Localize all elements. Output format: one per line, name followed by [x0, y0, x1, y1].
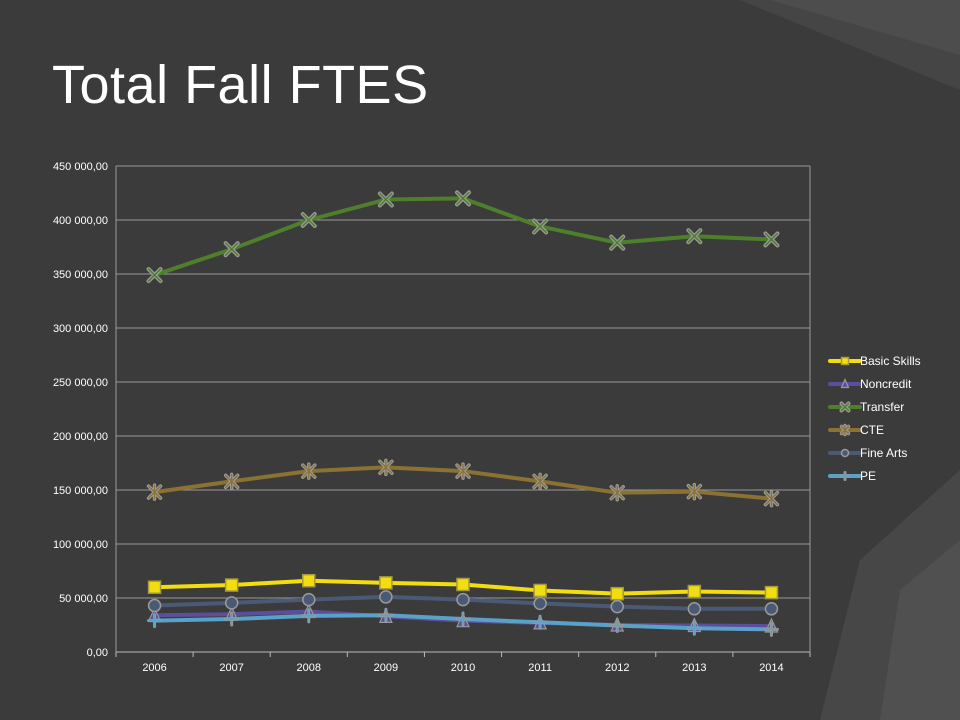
- data-point-marker-inner: [302, 609, 316, 623]
- data-point-marker: [764, 602, 779, 616]
- legend-item: Noncredit: [828, 377, 912, 391]
- series-fine-arts: [147, 590, 779, 616]
- data-point-marker-inner: [224, 242, 239, 256]
- data-point-marker: [147, 580, 162, 594]
- data-point-marker-inner: [687, 621, 701, 635]
- data-point-marker-inner: [687, 483, 701, 500]
- data-point-marker: [379, 590, 393, 604]
- data-point-marker-inner: [687, 229, 702, 243]
- data-point-marker-inner: [610, 235, 624, 250]
- data-point-marker: [302, 573, 316, 588]
- data-point-marker-inner: [225, 612, 239, 626]
- legend-label: Transfer: [860, 400, 904, 414]
- data-point-marker-inner: [379, 459, 393, 475]
- y-tick-label: 100 000,00: [53, 539, 108, 551]
- y-tick-label: 250 000,00: [53, 377, 108, 389]
- data-point-marker: [147, 598, 162, 613]
- data-point-marker: [224, 596, 239, 610]
- x-tick-label: 2009: [374, 662, 398, 674]
- legend-label: CTE: [860, 423, 884, 437]
- data-point-marker-inner: [533, 219, 547, 234]
- data-point-marker-inner: [533, 473, 547, 490]
- data-point-marker-inner: [840, 471, 850, 481]
- series-pe: [147, 607, 779, 637]
- data-point-marker-inner: [147, 268, 162, 282]
- data-point-marker-inner: [225, 473, 239, 490]
- x-tick-label: 2010: [451, 662, 475, 674]
- y-tick-label: 450 000,00: [53, 161, 108, 173]
- data-point-marker-inner: [764, 490, 779, 507]
- x-tick-label: 2014: [759, 662, 783, 674]
- data-point-marker: [840, 378, 850, 389]
- legend-label: Fine Arts: [860, 446, 907, 460]
- data-point-marker-inner: [302, 213, 316, 227]
- x-tick-label: 2011: [528, 662, 552, 674]
- data-point-marker: [379, 576, 393, 590]
- data-point-marker-inner: [764, 232, 779, 247]
- series-transfer: [146, 190, 780, 284]
- x-tick-label: 2006: [142, 662, 166, 674]
- data-point-marker: [456, 592, 470, 607]
- data-point-marker: [533, 596, 547, 611]
- data-point-marker: [687, 584, 702, 599]
- legend-item: Basic Skills: [828, 354, 921, 368]
- y-tick-label: 0,00: [87, 647, 108, 659]
- data-point-marker-inner: [456, 463, 470, 479]
- data-point-marker-inner: [147, 614, 162, 628]
- data-point-marker-inner: [147, 484, 162, 500]
- y-tick-label: 350 000,00: [53, 269, 108, 281]
- data-point-marker-inner: [379, 608, 393, 622]
- y-tick-label: 50 000,00: [59, 593, 108, 605]
- data-point-marker-inner: [533, 615, 547, 629]
- legend-item: Transfer: [828, 400, 904, 414]
- data-point-marker: [610, 599, 624, 614]
- data-point-marker: [764, 585, 779, 600]
- x-tick-label: 2013: [682, 662, 706, 674]
- x-tick-label: 2012: [605, 662, 629, 674]
- legend-label: PE: [860, 469, 876, 483]
- slide-title: Total Fall FTES: [52, 55, 429, 115]
- data-point-marker-inner: [379, 192, 393, 207]
- data-point-marker: [302, 592, 316, 607]
- legend-label: Noncredit: [860, 377, 912, 391]
- y-tick-label: 400 000,00: [53, 215, 108, 227]
- data-point-marker: [610, 586, 624, 601]
- x-tick-label: 2007: [219, 662, 243, 674]
- series-basic-skills: [147, 573, 779, 601]
- legend-item: PE: [828, 469, 876, 483]
- data-point-marker-inner: [840, 424, 850, 436]
- y-tick-label: 150 000,00: [53, 485, 108, 497]
- data-point-marker-inner: [610, 618, 624, 633]
- data-point-marker-inner: [610, 485, 624, 501]
- data-point-marker: [224, 578, 239, 592]
- data-point-marker-inner: [764, 622, 779, 636]
- data-point-marker-inner: [456, 612, 470, 626]
- data-point-marker: [687, 602, 702, 616]
- legend: Basic Skills Noncredit Transfer CTE Fine Art…: [828, 354, 921, 483]
- legend-item: Fine Arts: [828, 446, 907, 460]
- data-point-marker-inner: [456, 191, 470, 206]
- legend-item: CTE: [828, 423, 884, 437]
- data-point-marker: [840, 448, 850, 458]
- legend-label: Basic Skills: [860, 354, 921, 368]
- x-tick-label: 2008: [297, 662, 321, 674]
- data-point-marker: [840, 356, 850, 366]
- y-tick-label: 200 000,00: [53, 431, 108, 443]
- data-point-marker-inner: [302, 463, 316, 479]
- data-point-marker: [533, 583, 547, 598]
- y-tick-label: 300 000,00: [53, 323, 108, 335]
- data-point-marker-inner: [840, 402, 850, 412]
- series-cte: [146, 458, 780, 508]
- data-point-marker: [456, 577, 470, 592]
